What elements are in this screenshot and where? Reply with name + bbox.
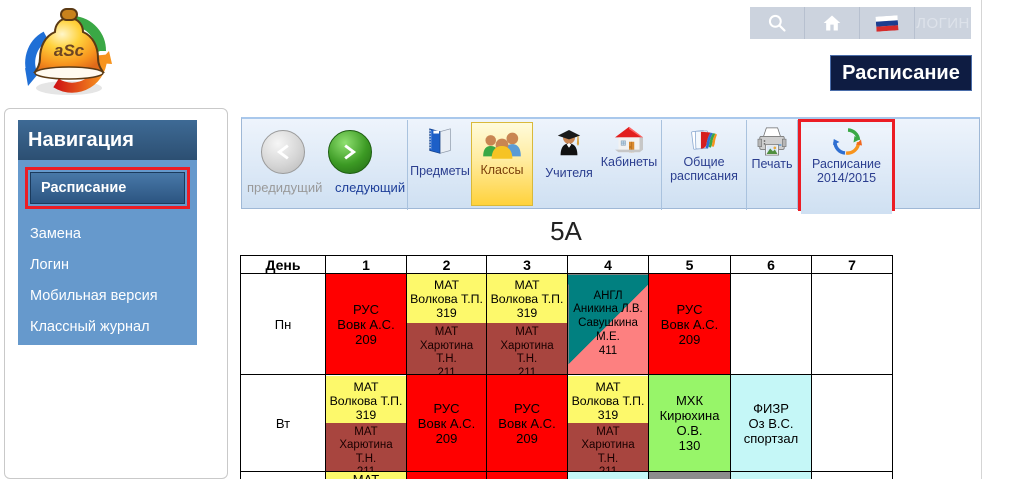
svg-text:aSc: aSc: [54, 41, 85, 60]
